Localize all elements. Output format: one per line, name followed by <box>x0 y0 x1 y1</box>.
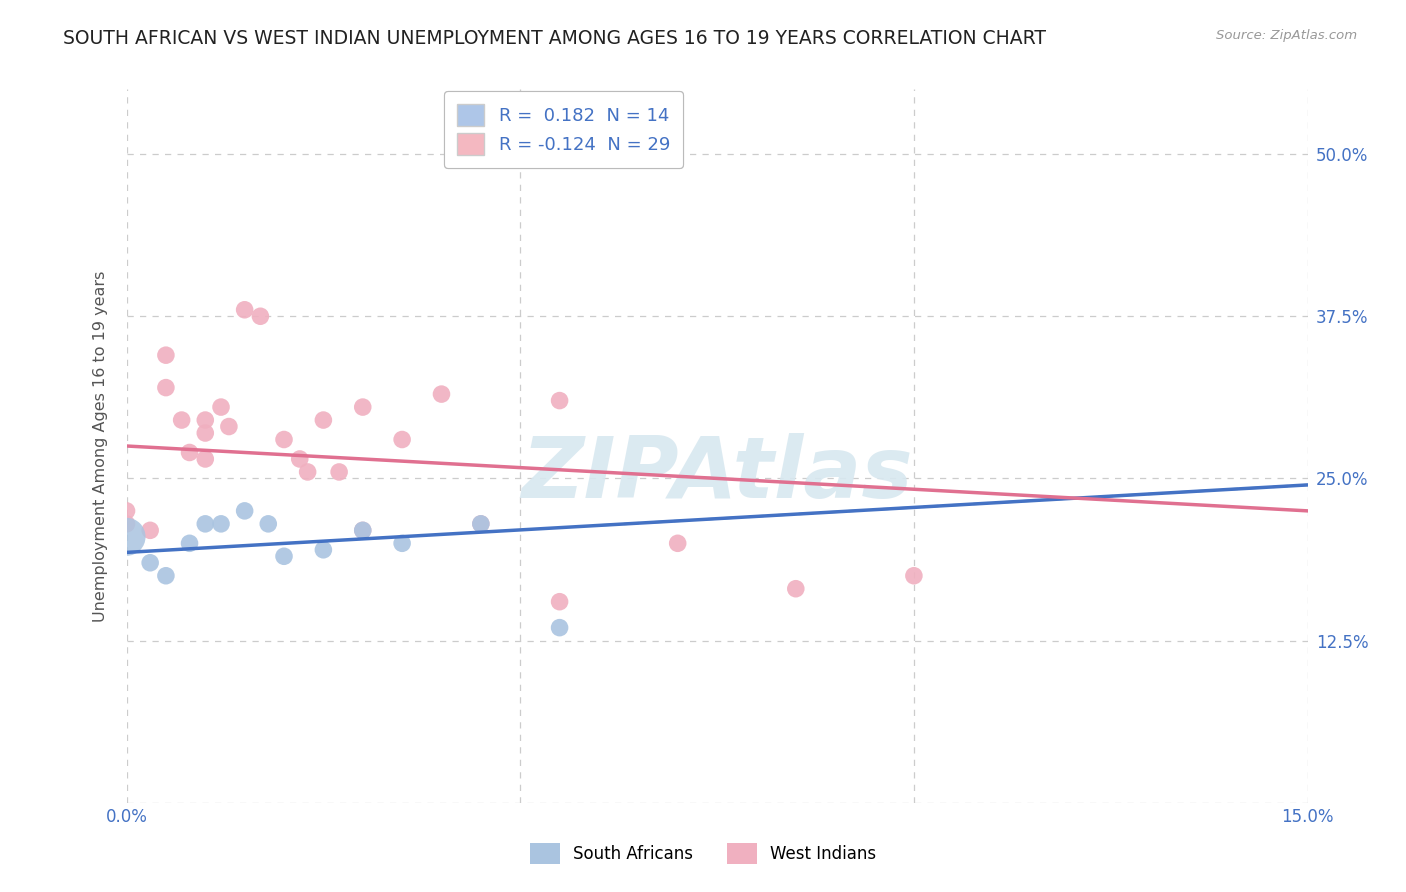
Point <box>352 524 374 538</box>
Point <box>233 504 256 518</box>
Point <box>288 452 311 467</box>
Point <box>430 387 453 401</box>
Point <box>194 516 217 531</box>
Point <box>233 302 256 317</box>
Point <box>352 400 374 414</box>
Point <box>139 524 162 538</box>
Point <box>273 549 295 564</box>
Point <box>209 400 232 414</box>
Point <box>194 413 217 427</box>
Point <box>194 425 217 440</box>
Point <box>470 516 492 531</box>
Point <box>666 536 689 550</box>
Point <box>548 621 571 635</box>
Point <box>139 556 162 570</box>
Point <box>548 595 571 609</box>
Point <box>903 568 925 582</box>
Text: Source: ZipAtlas.com: Source: ZipAtlas.com <box>1216 29 1357 43</box>
Point <box>297 465 319 479</box>
Point <box>312 413 335 427</box>
Legend: R =  0.182  N = 14, R = -0.124  N = 29: R = 0.182 N = 14, R = -0.124 N = 29 <box>444 91 683 168</box>
Point <box>179 445 201 459</box>
Point <box>155 568 177 582</box>
Point <box>155 348 177 362</box>
Point <box>194 452 217 467</box>
Point <box>548 393 571 408</box>
Text: ZIPAtlas: ZIPAtlas <box>522 433 912 516</box>
Point <box>328 465 350 479</box>
Point <box>352 524 374 538</box>
Point <box>273 433 295 447</box>
Point <box>179 536 201 550</box>
Point <box>115 516 138 531</box>
Point <box>312 542 335 557</box>
Point <box>249 310 271 324</box>
Point <box>209 516 232 531</box>
Legend: South Africans, West Indians: South Africans, West Indians <box>523 837 883 871</box>
Y-axis label: Unemployment Among Ages 16 to 19 years: Unemployment Among Ages 16 to 19 years <box>93 270 108 622</box>
Point <box>115 504 138 518</box>
Point <box>391 536 413 550</box>
Point <box>785 582 807 596</box>
Point <box>218 419 240 434</box>
Point <box>155 381 177 395</box>
Point <box>170 413 193 427</box>
Point <box>470 516 492 531</box>
Text: SOUTH AFRICAN VS WEST INDIAN UNEMPLOYMENT AMONG AGES 16 TO 19 YEARS CORRELATION : SOUTH AFRICAN VS WEST INDIAN UNEMPLOYMEN… <box>63 29 1046 48</box>
Point <box>257 516 280 531</box>
Point <box>391 433 413 447</box>
Point <box>115 530 138 544</box>
